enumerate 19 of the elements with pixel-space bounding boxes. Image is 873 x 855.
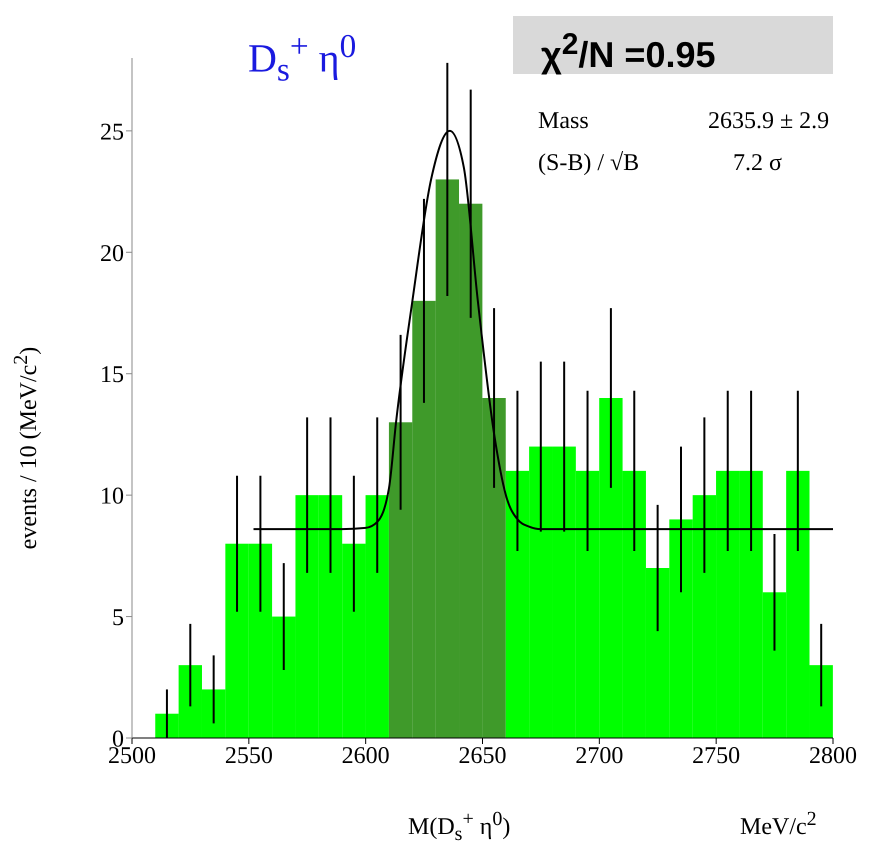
x-axis-title: M(D$_{s}$$^{+}$ η$^{0}$) <box>408 808 510 846</box>
x-tick-label: 2750 <box>692 743 740 770</box>
label-box: χ$^{2}$/N =0.95 <box>513 16 833 74</box>
y-tick-label: 25 <box>100 119 124 146</box>
x-tick-label: 2650 <box>458 743 506 770</box>
annotation: 2635.9 ± 2.9 <box>708 108 830 135</box>
x-tick-label: 2800 <box>809 743 857 770</box>
chart-title: D$_{s}$$^{+}$ η$^{0}$ <box>248 28 356 90</box>
y-tick-label: 5 <box>112 605 124 632</box>
y-tick-label: 15 <box>100 362 124 388</box>
annotation: Mass <box>538 108 589 135</box>
annotation: (S-B) / √B <box>538 150 640 177</box>
x-tick-label: 2600 <box>342 743 390 770</box>
y-tick-label: 10 <box>100 484 124 510</box>
text: MeV/c$^{2}$ <box>740 808 817 841</box>
x-tick-label: 2700 <box>575 743 624 770</box>
y-tick-label: 20 <box>100 240 124 267</box>
x-tick-label: 2550 <box>224 743 273 770</box>
annotation: 7.2 σ <box>733 150 782 177</box>
